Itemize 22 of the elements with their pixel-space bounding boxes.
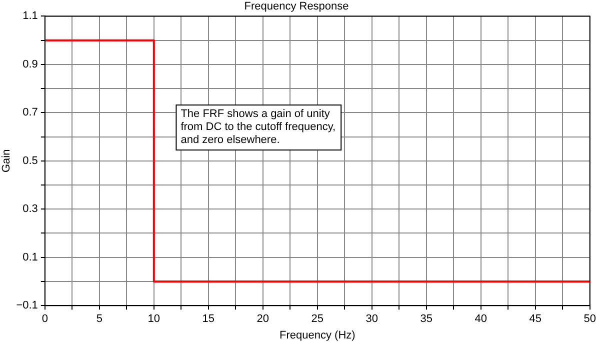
y-axis-title: Gain [0, 149, 13, 173]
x-tick-label: 50 [584, 313, 596, 326]
y-tick-label: 0.1 [22, 251, 38, 264]
x-tick-label: 25 [311, 313, 324, 326]
x-tick-label: 0 [42, 313, 48, 326]
x-tick-label: 30 [366, 313, 378, 326]
annotation: The FRF shows a gain of unity from DC to the cutoff frequency, and zero elsewhere. [180, 108, 336, 146]
y-tick-label: 0.7 [22, 106, 38, 119]
y-tick-label: 0.5 [22, 154, 38, 167]
chart-title: Frequency Response [244, 0, 349, 13]
y-tick-label: −0.1 [16, 300, 38, 312]
y-tick-label: 0.9 [22, 58, 38, 70]
y-tick-label: 0.3 [22, 203, 38, 216]
x-tick-label: 10 [148, 313, 160, 326]
x-tick-label: 20 [256, 313, 270, 326]
x-tick-label: 45 [529, 313, 542, 326]
x-tick-label: 15 [202, 313, 215, 326]
x-axis-title: Frequency (Hz) [280, 329, 356, 342]
y-tick-label: 1.1 [22, 10, 38, 22]
x-tick-label: 40 [474, 313, 488, 326]
x-tick-label: 5 [96, 313, 102, 326]
x-tick-label: 35 [420, 313, 433, 326]
